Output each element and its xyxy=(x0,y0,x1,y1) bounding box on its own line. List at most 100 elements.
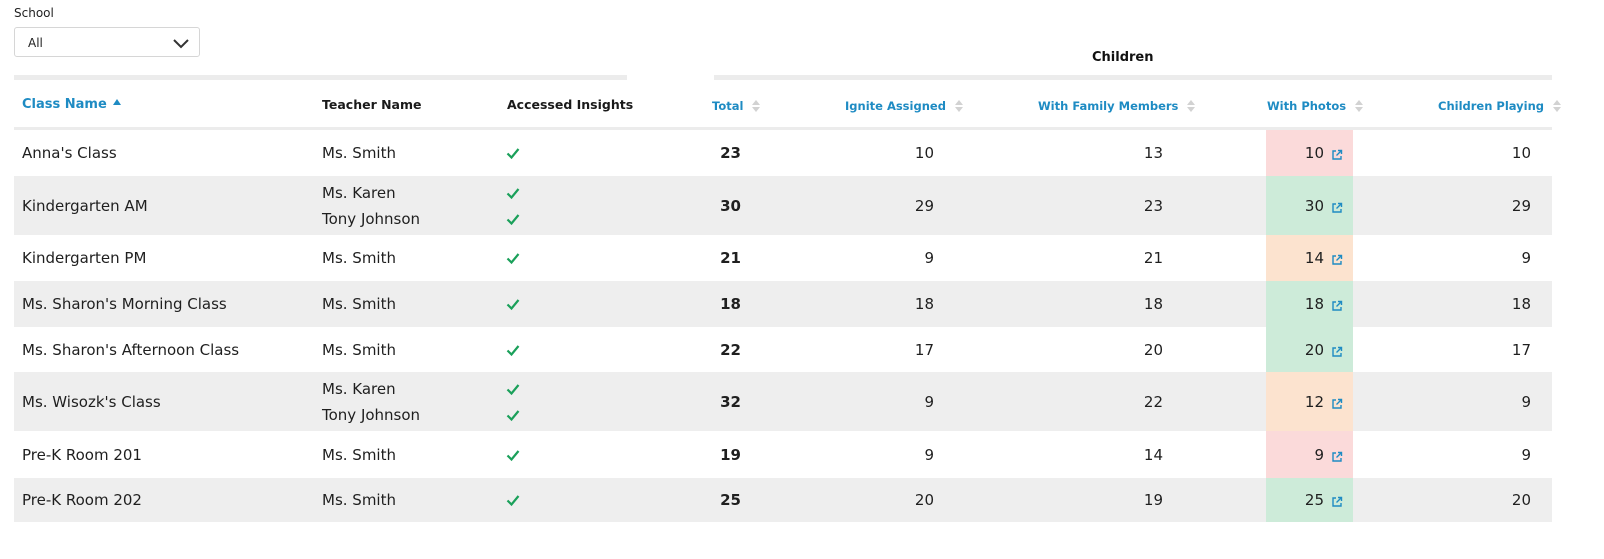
with-photos-cell: 12 xyxy=(1266,372,1353,431)
header-bar-right xyxy=(714,75,1552,80)
class-name-cell: Pre-K Room 201 xyxy=(22,445,142,464)
ignite-assigned-cell: 20 xyxy=(914,491,934,509)
teacher-name: Ms. Smith xyxy=(322,491,396,509)
class-name-cell: Anna's Class xyxy=(22,144,117,162)
th-ignite-assigned[interactable]: Ignite Assigned xyxy=(845,98,963,114)
table-row: Pre-K Room 201 Ms. Smith 19 9 14 9 9 xyxy=(14,431,1552,478)
accessed-insights-cell xyxy=(506,176,520,235)
check-icon xyxy=(506,291,520,317)
external-link-icon[interactable] xyxy=(1331,344,1343,357)
th-teacher-name: Teacher Name xyxy=(322,97,422,112)
teacher-name-cell: Ms. Karen Tony Johnson xyxy=(322,372,420,431)
table-row: Anna's Class Ms. Smith 23 10 13 10 10 xyxy=(14,130,1552,176)
with-family-members-cell: 14 xyxy=(1143,445,1163,464)
th-children-playing[interactable]: Children Playing xyxy=(1438,98,1562,114)
with-photos-value: 9 xyxy=(1314,445,1324,464)
table-row: Ms. Wisozk's Class Ms. Karen Tony Johnson 3… xyxy=(14,372,1552,431)
teacher-name: Ms. Smith xyxy=(322,295,396,313)
teacher-name: Ms. Smith xyxy=(322,144,396,162)
table-row: Kindergarten AM Ms. Karen Tony Johnson 30 29… xyxy=(14,176,1552,235)
with-photos-cell: 10 xyxy=(1266,130,1353,176)
class-name-cell: Ms. Wisozk's Class xyxy=(22,392,161,411)
teacher-name: Ms. Smith xyxy=(322,249,396,267)
school-filter-label: School xyxy=(14,6,54,20)
teacher-name-cell: Ms. Smith xyxy=(322,281,396,327)
teacher-name-cell: Ms. Smith xyxy=(322,130,396,176)
with-photos-cell: 20 xyxy=(1266,327,1353,372)
ignite-assigned-cell: 9 xyxy=(924,445,934,464)
with-photos-cell: 25 xyxy=(1266,478,1353,522)
external-link-icon[interactable] xyxy=(1331,449,1343,462)
children-group-header: Children xyxy=(1092,50,1154,65)
th-with-family-members[interactable]: With Family Members xyxy=(1038,98,1196,114)
check-icon xyxy=(506,402,520,428)
accessed-insights-cell xyxy=(506,478,520,522)
with-photos-cell: 14 xyxy=(1266,235,1353,281)
children-playing-cell: 29 xyxy=(1511,196,1531,215)
header-bar-left xyxy=(14,75,627,80)
external-link-icon[interactable] xyxy=(1331,494,1343,507)
with-photos-value: 20 xyxy=(1304,340,1324,359)
with-family-members-cell: 19 xyxy=(1143,491,1163,509)
with-photos-value: 25 xyxy=(1304,491,1324,509)
ignite-assigned-cell: 10 xyxy=(914,144,934,162)
check-icon xyxy=(506,180,520,206)
class-name-cell: Ms. Sharon's Afternoon Class xyxy=(22,340,240,359)
with-photos-value: 18 xyxy=(1304,295,1324,313)
with-family-members-cell: 18 xyxy=(1143,295,1163,313)
class-name-cell: Kindergarten AM xyxy=(22,196,148,215)
total-cell: 32 xyxy=(720,392,741,411)
table-row: Ms. Sharon's Morning Class Ms. Smith 18 18 1… xyxy=(14,281,1552,327)
ignite-assigned-cell: 17 xyxy=(914,340,934,359)
sort-icon xyxy=(1355,100,1364,112)
children-playing-cell: 18 xyxy=(1511,295,1531,313)
table-row: Kindergarten PM Ms. Smith 21 9 21 14 9 xyxy=(14,235,1552,281)
teacher-name: Tony Johnson xyxy=(322,405,421,424)
external-link-icon[interactable] xyxy=(1331,147,1343,160)
teacher-name-cell: Ms. Smith xyxy=(322,478,396,522)
ignite-assigned-cell: 9 xyxy=(924,392,934,411)
th-total[interactable]: Total xyxy=(712,98,761,114)
total-cell: 30 xyxy=(720,196,741,215)
check-icon xyxy=(506,245,520,271)
th-with-family-members-label: With Family Members xyxy=(1038,99,1179,113)
external-link-icon[interactable] xyxy=(1331,252,1343,265)
with-family-members-cell: 22 xyxy=(1143,392,1163,411)
class-name-cell: Kindergarten PM xyxy=(22,249,147,267)
with-photos-cell: 9 xyxy=(1266,431,1353,478)
accessed-insights-cell xyxy=(506,235,520,281)
th-ignite-assigned-label: Ignite Assigned xyxy=(845,99,946,113)
class-name-cell: Pre-K Room 202 xyxy=(22,491,142,509)
th-total-label: Total xyxy=(712,99,744,113)
th-with-photos-label: With Photos xyxy=(1267,99,1347,113)
table-row: Pre-K Room 202 Ms. Smith 25 20 19 25 20 xyxy=(14,478,1552,522)
th-children-playing-label: Children Playing xyxy=(1438,99,1545,113)
total-cell: 21 xyxy=(720,249,741,267)
total-cell: 23 xyxy=(720,144,741,162)
teacher-name-cell: Ms. Smith xyxy=(322,431,396,478)
with-family-members-cell: 20 xyxy=(1143,340,1163,359)
children-playing-cell: 17 xyxy=(1511,340,1531,359)
teacher-name: Ms. Smith xyxy=(322,340,396,359)
external-link-icon[interactable] xyxy=(1331,396,1343,409)
check-icon xyxy=(506,140,520,166)
sort-ascending-icon xyxy=(112,99,121,105)
children-playing-cell: 9 xyxy=(1521,249,1531,267)
th-class-name[interactable]: Class Name xyxy=(22,97,121,113)
sort-icon xyxy=(1553,100,1562,112)
teacher-name-cell: Ms. Karen Tony Johnson xyxy=(322,176,420,235)
check-icon xyxy=(506,376,520,402)
teacher-name-cell: Ms. Smith xyxy=(322,235,396,281)
table-row: Ms. Sharon's Afternoon Class Ms. Smith 22 1… xyxy=(14,327,1552,372)
check-icon xyxy=(506,337,520,363)
th-with-photos[interactable]: With Photos xyxy=(1267,98,1364,114)
school-select-value: All xyxy=(28,36,43,50)
children-playing-cell: 9 xyxy=(1521,392,1531,411)
total-cell: 25 xyxy=(720,491,741,509)
sort-icon xyxy=(752,100,761,112)
school-select[interactable]: All xyxy=(14,27,200,57)
external-link-icon[interactable] xyxy=(1331,298,1343,311)
chevron-down-icon xyxy=(173,39,189,49)
with-family-members-cell: 23 xyxy=(1143,196,1163,215)
external-link-icon[interactable] xyxy=(1331,200,1343,213)
